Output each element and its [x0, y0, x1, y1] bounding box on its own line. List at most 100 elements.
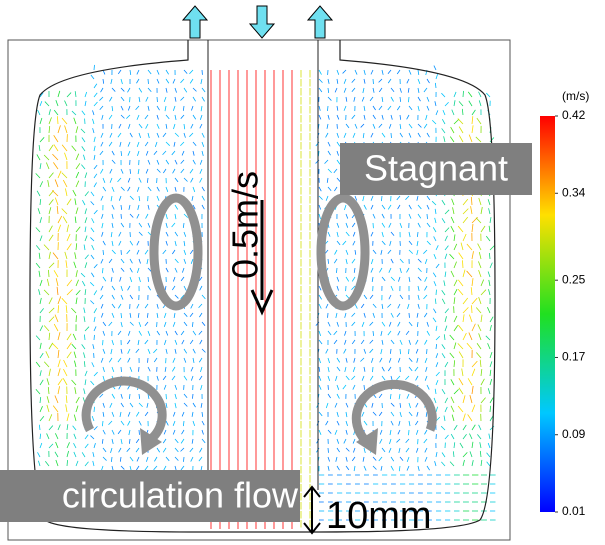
- vector: [120, 277, 121, 282]
- vector: [424, 88, 427, 92]
- vector: [337, 232, 338, 237]
- vector: [400, 295, 403, 299]
- vector: [200, 169, 202, 174]
- vector: [157, 196, 159, 201]
- vector: [399, 394, 400, 399]
- vector: [382, 214, 384, 218]
- vector: [49, 226, 52, 232]
- vector: [65, 188, 67, 196]
- vector: [128, 412, 130, 417]
- vector: [37, 154, 40, 160]
- vector: [85, 227, 86, 232]
- vector: [82, 344, 85, 349]
- vector: [427, 133, 429, 137]
- vector: [436, 362, 438, 367]
- vector: [381, 250, 382, 255]
- vector: [326, 403, 328, 408]
- vector: [346, 232, 349, 236]
- vector: [415, 421, 418, 425]
- vector: [416, 448, 418, 453]
- vector: [454, 234, 455, 241]
- vector: [184, 286, 186, 290]
- vector: [371, 358, 373, 363]
- vector: [355, 304, 357, 309]
- vector: [409, 421, 410, 426]
- vector: [103, 241, 105, 245]
- vector: [381, 466, 382, 471]
- vector: [173, 106, 175, 111]
- vector: [400, 457, 403, 461]
- vector: [337, 151, 339, 156]
- vector: [200, 286, 202, 290]
- vector: [391, 466, 394, 471]
- vector: [452, 415, 454, 421]
- vector: [157, 313, 158, 318]
- vector: [450, 353, 454, 358]
- vector: [175, 340, 177, 345]
- vector: [328, 322, 330, 326]
- vector: [417, 322, 418, 327]
- vector: [490, 317, 493, 322]
- vector: [153, 349, 157, 353]
- vector: [102, 439, 103, 444]
- vector: [487, 307, 490, 313]
- vector: [397, 313, 400, 317]
- vector: [459, 378, 463, 385]
- vector: [145, 466, 148, 470]
- vector: [488, 199, 490, 205]
- vector: [445, 435, 448, 439]
- vector: [184, 88, 187, 92]
- vector: [379, 124, 382, 128]
- vector: [389, 223, 391, 228]
- vector: [184, 322, 187, 326]
- vector: [128, 106, 130, 111]
- vector: [148, 88, 151, 92]
- vector: [390, 349, 391, 354]
- vector: [164, 340, 166, 345]
- vector: [436, 407, 438, 412]
- vector: [337, 223, 339, 228]
- vector: [148, 331, 150, 336]
- vector: [112, 367, 114, 372]
- vector: [94, 155, 95, 160]
- vector: [76, 461, 78, 466]
- vector: [192, 439, 193, 444]
- vector: [137, 457, 139, 461]
- vector: [325, 160, 328, 164]
- vector: [74, 415, 76, 421]
- vector: [202, 421, 204, 425]
- vector: [371, 268, 373, 273]
- vector: [370, 340, 373, 344]
- vector: [175, 385, 177, 390]
- vector: [184, 232, 186, 237]
- vector: [382, 115, 383, 120]
- vector: [389, 322, 391, 327]
- vector: [148, 106, 149, 111]
- vector: [424, 439, 427, 443]
- vector: [406, 439, 409, 443]
- vector: [407, 115, 409, 119]
- vector: [184, 250, 186, 255]
- vector: [334, 187, 337, 191]
- vector: [352, 115, 355, 119]
- vector: [40, 380, 43, 385]
- vector: [472, 278, 473, 286]
- vector: [67, 334, 71, 340]
- vector: [481, 369, 482, 376]
- vector: [39, 271, 40, 277]
- vector: [81, 273, 85, 277]
- vector: [154, 151, 157, 155]
- vector: [130, 403, 133, 407]
- vector: [47, 378, 49, 385]
- vector: [400, 403, 401, 408]
- vector: [488, 388, 490, 394]
- vector: [173, 430, 175, 435]
- vector: [472, 298, 477, 304]
- vector: [319, 79, 322, 83]
- vector: [85, 208, 87, 214]
- vector: [469, 333, 472, 340]
- vector: [130, 70, 131, 75]
- vector: [84, 308, 85, 313]
- vector: [337, 277, 339, 282]
- vector: [101, 304, 103, 308]
